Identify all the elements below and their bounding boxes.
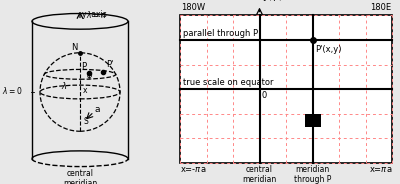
Text: x=$\pi$a: x=$\pi$a — [369, 165, 392, 174]
Bar — [180, 15, 392, 163]
Text: $\lambda=0$: $\lambda=0$ — [2, 84, 22, 95]
Text: N: N — [71, 43, 77, 52]
Text: parallel through P: parallel through P — [183, 29, 258, 38]
Text: $\lambda=\pi$: $\lambda=\pi$ — [86, 9, 107, 20]
Bar — [304, 114, 320, 127]
Text: P: P — [81, 62, 86, 71]
Text: S: S — [84, 117, 88, 126]
Text: a: a — [94, 105, 100, 114]
Text: 180E: 180E — [370, 3, 391, 12]
Text: central
meridian: central meridian — [242, 165, 277, 184]
Text: 0: 0 — [262, 91, 267, 100]
Text: $\lambda$: $\lambda$ — [61, 80, 67, 91]
Text: P': P' — [106, 60, 114, 69]
Text: y  axis: y axis — [82, 10, 107, 19]
Text: P'(x,y): P'(x,y) — [316, 45, 342, 54]
Text: y($\phi$): y($\phi$) — [262, 0, 282, 3]
Text: central
meridian: central meridian — [63, 169, 97, 184]
Text: x=-$\pi$a: x=-$\pi$a — [180, 165, 206, 174]
Text: true scale on equator: true scale on equator — [183, 78, 274, 87]
Text: meridian
through P: meridian through P — [294, 165, 331, 184]
Text: $\phi$: $\phi$ — [86, 69, 94, 82]
Text: 180W: 180W — [181, 3, 205, 12]
Text: x: x — [83, 86, 87, 95]
